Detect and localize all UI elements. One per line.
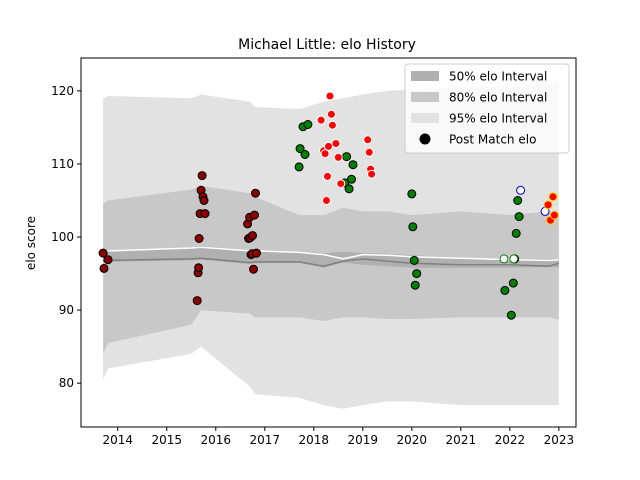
point-green — [347, 174, 356, 184]
point-green — [511, 228, 521, 238]
point-green — [508, 278, 518, 288]
y-tick-label: 100 — [51, 230, 74, 244]
y-tick-label: 80 — [59, 376, 74, 390]
point-darkred — [200, 209, 210, 219]
point-darkred — [99, 263, 109, 273]
y-tick-label: 90 — [59, 303, 74, 317]
point-red-yellow — [549, 210, 559, 220]
legend-swatch — [411, 113, 439, 123]
point-red-yellow — [548, 192, 558, 202]
point-red — [364, 147, 374, 157]
point-green — [342, 152, 352, 162]
point-green — [513, 196, 523, 205]
point-red — [331, 139, 341, 148]
y-axis: 80 90 100 110 120 — [51, 84, 81, 390]
x-tick-label: 2016 — [201, 433, 232, 447]
y-tick-label: 120 — [51, 84, 74, 98]
point-green — [409, 255, 419, 265]
point-red — [322, 196, 331, 205]
central-lines — [102, 246, 560, 267]
point-white-blue — [516, 185, 526, 195]
point-red — [336, 179, 346, 189]
x-tick-label: 2020 — [397, 433, 428, 447]
x-tick-label: 2022 — [495, 433, 526, 447]
point-darkred — [252, 248, 261, 258]
point-red-yellow — [543, 200, 553, 210]
legend-label: 50% elo Interval — [449, 70, 547, 84]
x-tick-label: 2018 — [299, 433, 330, 447]
point-red — [320, 149, 330, 159]
legend: 50% elo Interval 80% elo Interval 95% elo … — [404, 63, 570, 154]
plot-frame — [80, 57, 577, 428]
point-darkred — [103, 255, 113, 265]
point-darkred — [98, 248, 108, 258]
legend-box — [404, 63, 570, 154]
y-axis-label: elo score — [24, 216, 38, 270]
point-green — [344, 184, 354, 194]
point-darkred — [194, 263, 204, 273]
point-green — [514, 212, 524, 222]
legend-swatch — [411, 92, 439, 102]
point-green — [303, 120, 313, 129]
x-axis: 2014 2015 2016 2017 2018 2019 2020 2021 2022 2023 — [102, 427, 574, 447]
point-white-green — [509, 254, 519, 264]
point-red — [367, 169, 377, 179]
point-white-green — [499, 254, 509, 264]
point-red — [324, 141, 333, 151]
x-tick-label: 2023 — [544, 433, 575, 447]
point-green — [410, 280, 420, 290]
point-red — [363, 135, 373, 145]
point-green — [295, 144, 305, 154]
chart-title: Michael Little: elo History — [238, 37, 416, 53]
point-red — [325, 91, 335, 101]
x-tick-label: 2019 — [348, 433, 379, 447]
point-green — [500, 285, 510, 295]
x-tick-label: 2021 — [446, 433, 477, 447]
y-tick-label: 110 — [51, 157, 74, 171]
data-points — [98, 91, 559, 320]
point-green — [348, 160, 358, 170]
point-darkred — [197, 171, 207, 181]
point-red — [327, 120, 337, 130]
legend-swatch — [411, 71, 439, 81]
point-green — [300, 150, 310, 159]
point-green — [294, 162, 304, 172]
point-darkred — [250, 210, 259, 220]
mean-line — [102, 246, 559, 262]
point-red — [323, 171, 332, 181]
point-darkred — [251, 188, 260, 198]
point-darkred — [248, 231, 257, 241]
point-green — [408, 222, 418, 232]
point-green — [412, 269, 422, 279]
legend-label: Post Match elo — [449, 133, 536, 147]
point-red — [333, 152, 343, 162]
legend-label: 95% elo Interval — [449, 112, 547, 126]
point-darkred — [192, 296, 202, 306]
band-80 — [103, 185, 559, 354]
point-darkred — [249, 264, 258, 274]
point-green — [506, 310, 516, 320]
legend-marker — [419, 133, 431, 145]
median-line — [102, 257, 560, 267]
legend-label: 80% elo Interval — [449, 91, 547, 105]
point-darkred — [194, 234, 204, 243]
x-tick-label: 2014 — [102, 433, 133, 447]
point-darkred — [199, 196, 209, 205]
x-tick-label: 2017 — [250, 433, 281, 447]
x-tick-label: 2015 — [151, 433, 182, 447]
point-red — [316, 115, 326, 125]
point-green — [407, 189, 417, 199]
point-red — [326, 109, 336, 119]
